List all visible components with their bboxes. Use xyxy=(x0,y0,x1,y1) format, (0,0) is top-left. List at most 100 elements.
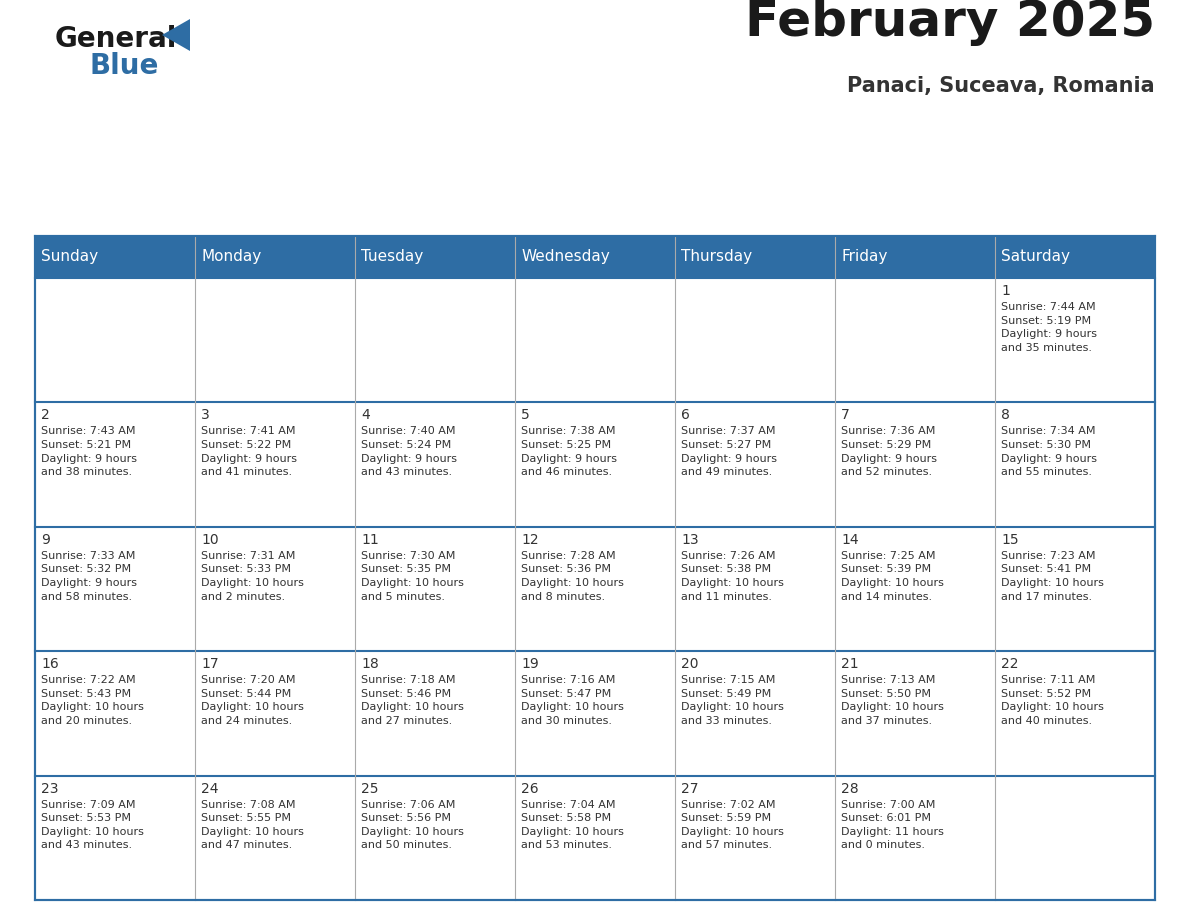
Bar xyxy=(835,527,996,651)
Bar xyxy=(195,527,355,651)
Text: 1: 1 xyxy=(1001,284,1010,298)
Text: 7: 7 xyxy=(841,409,849,422)
Bar xyxy=(34,527,195,651)
Text: Sunrise: 7:31 AM
Sunset: 5:33 PM
Daylight: 10 hours
and 2 minutes.: Sunrise: 7:31 AM Sunset: 5:33 PM Dayligh… xyxy=(201,551,304,601)
Text: Sunrise: 7:22 AM
Sunset: 5:43 PM
Daylight: 10 hours
and 20 minutes.: Sunrise: 7:22 AM Sunset: 5:43 PM Dayligh… xyxy=(42,676,144,726)
Text: 3: 3 xyxy=(201,409,210,422)
Text: Sunrise: 7:08 AM
Sunset: 5:55 PM
Daylight: 10 hours
and 47 minutes.: Sunrise: 7:08 AM Sunset: 5:55 PM Dayligh… xyxy=(201,800,304,850)
Bar xyxy=(996,278,1155,402)
Text: 12: 12 xyxy=(522,532,538,547)
Bar xyxy=(195,236,355,278)
Bar xyxy=(516,651,675,776)
Bar xyxy=(34,402,195,527)
Bar xyxy=(996,651,1155,776)
Text: Sunrise: 7:25 AM
Sunset: 5:39 PM
Daylight: 10 hours
and 14 minutes.: Sunrise: 7:25 AM Sunset: 5:39 PM Dayligh… xyxy=(841,551,944,601)
Bar xyxy=(675,776,835,900)
Text: Sunrise: 7:16 AM
Sunset: 5:47 PM
Daylight: 10 hours
and 30 minutes.: Sunrise: 7:16 AM Sunset: 5:47 PM Dayligh… xyxy=(522,676,624,726)
Bar xyxy=(355,402,516,527)
Text: Sunrise: 7:37 AM
Sunset: 5:27 PM
Daylight: 9 hours
and 49 minutes.: Sunrise: 7:37 AM Sunset: 5:27 PM Dayligh… xyxy=(681,426,777,477)
Bar xyxy=(34,651,195,776)
Bar xyxy=(355,278,516,402)
Bar xyxy=(355,776,516,900)
Bar xyxy=(195,776,355,900)
Text: February 2025: February 2025 xyxy=(745,0,1155,46)
Bar xyxy=(195,651,355,776)
Bar xyxy=(195,278,355,402)
Text: 15: 15 xyxy=(1001,532,1018,547)
Text: 26: 26 xyxy=(522,781,538,796)
Bar xyxy=(516,527,675,651)
Text: Sunrise: 7:00 AM
Sunset: 6:01 PM
Daylight: 11 hours
and 0 minutes.: Sunrise: 7:00 AM Sunset: 6:01 PM Dayligh… xyxy=(841,800,944,850)
Text: Friday: Friday xyxy=(841,250,887,264)
Bar xyxy=(675,651,835,776)
Text: 6: 6 xyxy=(681,409,690,422)
Text: 9: 9 xyxy=(42,532,50,547)
Bar xyxy=(516,278,675,402)
Text: Sunrise: 7:33 AM
Sunset: 5:32 PM
Daylight: 9 hours
and 58 minutes.: Sunrise: 7:33 AM Sunset: 5:32 PM Dayligh… xyxy=(42,551,137,601)
Bar xyxy=(996,527,1155,651)
Text: Sunrise: 7:13 AM
Sunset: 5:50 PM
Daylight: 10 hours
and 37 minutes.: Sunrise: 7:13 AM Sunset: 5:50 PM Dayligh… xyxy=(841,676,944,726)
Text: 22: 22 xyxy=(1001,657,1018,671)
Text: 18: 18 xyxy=(361,657,379,671)
Polygon shape xyxy=(162,19,190,51)
Bar xyxy=(34,236,1155,900)
Bar xyxy=(835,651,996,776)
Bar xyxy=(516,402,675,527)
Bar xyxy=(195,402,355,527)
Bar xyxy=(34,278,195,402)
Text: Sunrise: 7:43 AM
Sunset: 5:21 PM
Daylight: 9 hours
and 38 minutes.: Sunrise: 7:43 AM Sunset: 5:21 PM Dayligh… xyxy=(42,426,137,477)
Text: Sunrise: 7:38 AM
Sunset: 5:25 PM
Daylight: 9 hours
and 46 minutes.: Sunrise: 7:38 AM Sunset: 5:25 PM Dayligh… xyxy=(522,426,617,477)
Bar xyxy=(34,236,195,278)
Bar xyxy=(516,776,675,900)
Text: 28: 28 xyxy=(841,781,859,796)
Text: 25: 25 xyxy=(361,781,379,796)
Text: 2: 2 xyxy=(42,409,50,422)
Text: Tuesday: Tuesday xyxy=(361,250,424,264)
Bar xyxy=(835,278,996,402)
Text: Sunrise: 7:30 AM
Sunset: 5:35 PM
Daylight: 10 hours
and 5 minutes.: Sunrise: 7:30 AM Sunset: 5:35 PM Dayligh… xyxy=(361,551,463,601)
Bar xyxy=(516,236,675,278)
Text: 11: 11 xyxy=(361,532,379,547)
Bar xyxy=(675,236,835,278)
Text: 4: 4 xyxy=(361,409,369,422)
Bar xyxy=(675,402,835,527)
Text: Sunrise: 7:11 AM
Sunset: 5:52 PM
Daylight: 10 hours
and 40 minutes.: Sunrise: 7:11 AM Sunset: 5:52 PM Dayligh… xyxy=(1001,676,1104,726)
Text: Monday: Monday xyxy=(202,250,261,264)
Text: Sunrise: 7:36 AM
Sunset: 5:29 PM
Daylight: 9 hours
and 52 minutes.: Sunrise: 7:36 AM Sunset: 5:29 PM Dayligh… xyxy=(841,426,937,477)
Text: Sunrise: 7:15 AM
Sunset: 5:49 PM
Daylight: 10 hours
and 33 minutes.: Sunrise: 7:15 AM Sunset: 5:49 PM Dayligh… xyxy=(681,676,784,726)
Text: 23: 23 xyxy=(42,781,58,796)
Text: Sunrise: 7:06 AM
Sunset: 5:56 PM
Daylight: 10 hours
and 50 minutes.: Sunrise: 7:06 AM Sunset: 5:56 PM Dayligh… xyxy=(361,800,463,850)
Bar xyxy=(996,776,1155,900)
Text: 27: 27 xyxy=(681,781,699,796)
Text: 19: 19 xyxy=(522,657,538,671)
Text: 17: 17 xyxy=(201,657,219,671)
Bar xyxy=(355,236,516,278)
Text: 8: 8 xyxy=(1001,409,1010,422)
Text: Sunrise: 7:09 AM
Sunset: 5:53 PM
Daylight: 10 hours
and 43 minutes.: Sunrise: 7:09 AM Sunset: 5:53 PM Dayligh… xyxy=(42,800,144,850)
Text: 10: 10 xyxy=(201,532,219,547)
Bar xyxy=(835,776,996,900)
Text: Sunrise: 7:40 AM
Sunset: 5:24 PM
Daylight: 9 hours
and 43 minutes.: Sunrise: 7:40 AM Sunset: 5:24 PM Dayligh… xyxy=(361,426,457,477)
Text: Sunrise: 7:18 AM
Sunset: 5:46 PM
Daylight: 10 hours
and 27 minutes.: Sunrise: 7:18 AM Sunset: 5:46 PM Dayligh… xyxy=(361,676,463,726)
Text: Sunrise: 7:34 AM
Sunset: 5:30 PM
Daylight: 9 hours
and 55 minutes.: Sunrise: 7:34 AM Sunset: 5:30 PM Dayligh… xyxy=(1001,426,1097,477)
Text: Sunrise: 7:28 AM
Sunset: 5:36 PM
Daylight: 10 hours
and 8 minutes.: Sunrise: 7:28 AM Sunset: 5:36 PM Dayligh… xyxy=(522,551,624,601)
Text: Sunday: Sunday xyxy=(42,250,99,264)
Bar xyxy=(835,236,996,278)
Text: 20: 20 xyxy=(681,657,699,671)
Text: General: General xyxy=(55,25,177,53)
Text: Saturday: Saturday xyxy=(1001,250,1070,264)
Text: Wednesday: Wednesday xyxy=(522,250,611,264)
Text: Thursday: Thursday xyxy=(682,250,752,264)
Text: Sunrise: 7:26 AM
Sunset: 5:38 PM
Daylight: 10 hours
and 11 minutes.: Sunrise: 7:26 AM Sunset: 5:38 PM Dayligh… xyxy=(681,551,784,601)
Text: Sunrise: 7:20 AM
Sunset: 5:44 PM
Daylight: 10 hours
and 24 minutes.: Sunrise: 7:20 AM Sunset: 5:44 PM Dayligh… xyxy=(201,676,304,726)
Bar xyxy=(34,776,195,900)
Text: Blue: Blue xyxy=(90,52,159,80)
Bar xyxy=(355,527,516,651)
Text: Sunrise: 7:04 AM
Sunset: 5:58 PM
Daylight: 10 hours
and 53 minutes.: Sunrise: 7:04 AM Sunset: 5:58 PM Dayligh… xyxy=(522,800,624,850)
Text: 24: 24 xyxy=(201,781,219,796)
Text: Sunrise: 7:02 AM
Sunset: 5:59 PM
Daylight: 10 hours
and 57 minutes.: Sunrise: 7:02 AM Sunset: 5:59 PM Dayligh… xyxy=(681,800,784,850)
Text: 14: 14 xyxy=(841,532,859,547)
Bar xyxy=(675,278,835,402)
Text: Panaci, Suceava, Romania: Panaci, Suceava, Romania xyxy=(847,76,1155,96)
Text: 5: 5 xyxy=(522,409,530,422)
